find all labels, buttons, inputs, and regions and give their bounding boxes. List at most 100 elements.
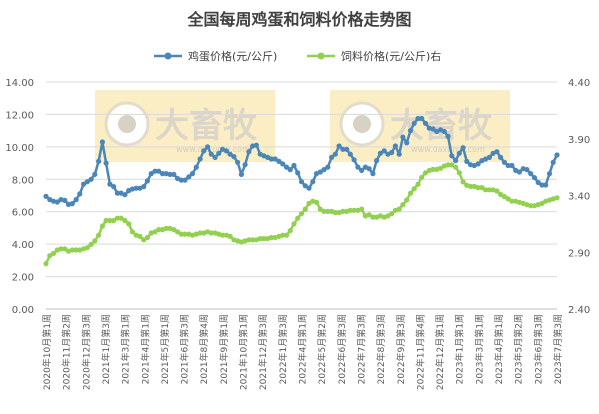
data-point [370, 214, 376, 220]
data-point [310, 179, 316, 185]
data-point [370, 171, 376, 177]
data-point [453, 164, 459, 170]
data-point [92, 171, 98, 177]
data-point [302, 183, 308, 189]
data-point [114, 190, 120, 196]
watermark-logo-dot-icon [118, 115, 136, 133]
data-point [460, 179, 466, 185]
data-point [103, 217, 109, 224]
data-point [88, 241, 94, 247]
data-point [351, 157, 357, 163]
data-point [407, 128, 414, 134]
x-tick-label: 2021年12月第3周 [257, 314, 269, 390]
series-right [43, 162, 560, 267]
data-point [411, 186, 417, 192]
y-right-tick-label: 4.40 [568, 78, 590, 89]
data-point [359, 206, 365, 212]
data-point [456, 150, 462, 156]
x-tick-label: 2020年10月第1周 [41, 314, 53, 390]
data-point [531, 175, 538, 181]
data-point [355, 164, 361, 170]
data-point [182, 231, 188, 237]
data-point [445, 133, 451, 139]
data-point [415, 115, 421, 122]
data-point [144, 178, 150, 184]
data-point [50, 250, 57, 256]
x-tick-label: 2021年4月第1周 [139, 314, 151, 384]
x-tick-label: 2022年1月第3周 [277, 314, 289, 384]
data-point [96, 158, 102, 164]
y-left-tick-label: 2.00 [12, 273, 34, 284]
data-point [272, 156, 278, 162]
data-point [43, 193, 49, 199]
x-tick-label: 2022年4月第1周 [297, 314, 309, 384]
data-point [516, 169, 523, 175]
watermark-text: 大畜牧 [155, 106, 258, 146]
data-point [133, 185, 139, 191]
data-point [276, 158, 282, 164]
data-point [103, 160, 109, 166]
data-point [498, 154, 504, 160]
legend-marker [164, 52, 172, 60]
data-point [344, 146, 350, 152]
data-point [407, 190, 414, 196]
data-point [501, 159, 507, 165]
x-tick-label: 2021年9月第1周 [218, 314, 230, 384]
data-point [178, 231, 184, 237]
x-tick-label: 2023年1月第1周 [454, 314, 466, 384]
data-point [62, 246, 68, 252]
data-point [389, 211, 395, 217]
data-point [475, 185, 481, 191]
x-tick-label: 2021年1月第3周 [100, 314, 112, 384]
x-tick-label: 2021年6月第3周 [179, 314, 191, 384]
y-left-tick-label: 4.00 [12, 240, 34, 251]
data-point [396, 206, 402, 212]
data-point [317, 206, 323, 212]
x-tick-label: 2022年11月第4周 [414, 314, 426, 390]
data-point [524, 167, 530, 173]
data-point [227, 233, 233, 239]
data-point [404, 197, 410, 203]
data-point [437, 165, 444, 171]
data-point [498, 191, 504, 197]
data-point [193, 164, 199, 170]
data-point [291, 162, 297, 169]
data-point [148, 171, 154, 177]
data-point [419, 174, 425, 180]
series-layer [43, 115, 560, 267]
data-point [43, 261, 49, 267]
data-point [227, 151, 233, 157]
data-point [347, 151, 353, 157]
data-point [306, 200, 312, 206]
data-point [340, 146, 346, 152]
data-point [73, 197, 79, 203]
data-point [163, 225, 169, 231]
data-point [58, 246, 64, 252]
data-point [197, 156, 203, 162]
data-point [509, 198, 515, 204]
data-point [261, 236, 267, 242]
y-left-tick-label: 8.00 [12, 175, 34, 186]
data-point [126, 221, 132, 227]
data-point [186, 174, 192, 180]
x-tick-label: 2022年9月第3周 [395, 314, 407, 384]
data-point [374, 158, 380, 164]
data-point [62, 197, 68, 203]
data-point [464, 158, 470, 164]
data-point [419, 115, 425, 122]
data-point [377, 150, 383, 156]
data-point [156, 168, 162, 174]
data-point [449, 153, 455, 159]
x-tick-label: 2022年12月第1周 [434, 314, 446, 390]
legend: 鸡蛋价格(元/公斤) 饲料价格(元/公斤)右 [154, 49, 441, 63]
data-point [141, 184, 147, 190]
data-point [422, 170, 429, 176]
watermark-url: www.daxumu.com [176, 145, 250, 154]
data-point [494, 149, 500, 155]
data-point [554, 152, 560, 158]
data-point [283, 164, 290, 170]
data-point [411, 120, 417, 126]
data-point [528, 171, 534, 177]
data-point [156, 227, 162, 233]
data-point [182, 177, 188, 183]
